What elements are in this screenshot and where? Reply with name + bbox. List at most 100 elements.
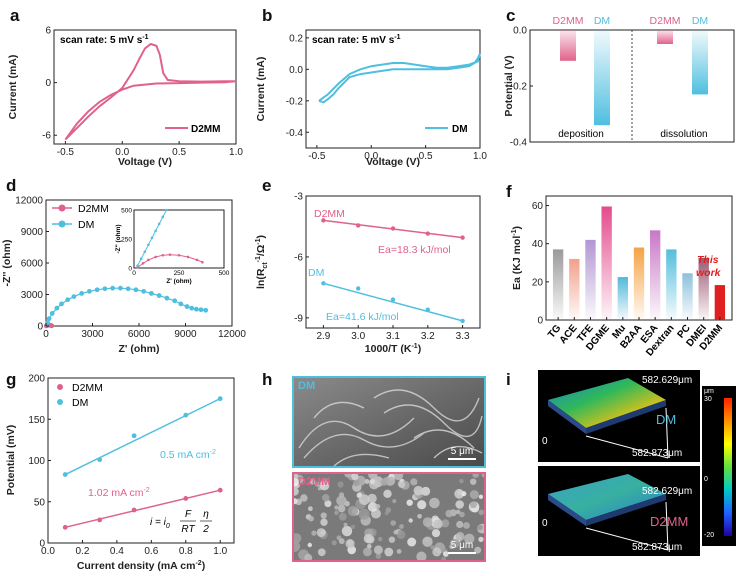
panel-label-b: b [262,6,273,25]
sem-d2mm-grain [410,478,418,486]
chart-e-ytick-label-1: -6 [294,252,303,263]
chart-a-series-d2mm [64,42,237,141]
chart-d-inset-point-d2mm-7 [186,255,190,259]
chart-d-inset-point-d2mm-9 [201,260,204,264]
sem-d2mm-grain [363,547,372,557]
chart-a-frame [53,29,237,145]
sem-d2mm-grain [363,533,374,544]
sem-d2mm-grain [472,474,479,478]
chart-d-inset-series-d2mm [137,254,203,268]
chart-d-ylabel: -Z'' (ohm) [1,240,13,287]
chart-d-point-dm-18 [164,295,170,301]
chart-d-inset-point-dm-1 [139,257,143,261]
sem-d2mm-grain [455,531,465,541]
chart-d-ytick-label-0: 0 [37,322,43,333]
sem-d2mm-grain [430,545,435,550]
chart-d-point-dm-20 [178,301,184,307]
chart-d-point-d2mm-7 [49,323,55,329]
chart-d-point-dm-23 [193,306,199,312]
sem-d2mm-grain [392,499,397,504]
sem-image-d2mm: D2MM 5 μm [292,472,486,562]
sem-d2mm-grain [407,537,417,547]
sem-d2mm-grain [341,525,353,537]
chart-e-xtick-label-4: 3.3 [456,331,470,342]
chart-d-point-dm-2 [49,311,55,316]
sem-d2mm-grain [369,478,375,485]
chart-e-xlabel: 1000/T (K-1) [365,343,421,355]
sem-d2mm-grain [351,474,359,481]
chart-d-xtick-label-3: 9000 [174,329,197,340]
panel-label-a: a [10,6,20,25]
sem-d2mm-grain [367,493,377,504]
sem-d2mm-grain [445,509,453,518]
chart-a-ytick-label-0: -6 [42,131,51,142]
chart-a-legend-label: D2MM [191,124,220,135]
chart-d-legend-dm-marker [58,220,66,228]
chart-d-inset-point-dm-0 [136,264,139,267]
chart-f-bar-dmei [698,258,709,320]
sem-d2mm-grain [421,486,431,496]
sem-d2mm-grain [294,498,298,505]
sem-d2mm-grain [338,512,347,521]
sem-dm-tag: DM [298,380,316,392]
sem-dm-scalebar: 5 μm [448,446,476,460]
chart-c: D2MM DM D2MM DM deposition dissolution Pote… [503,15,735,149]
chart-g-xtick-label-0: 0.0 [41,546,55,557]
sem-d2mm-grain [469,490,479,500]
sem-d2mm-grain [334,505,339,510]
chart-e-point-dm-3 [425,307,430,312]
sem-d2mm-grain [344,474,352,478]
chart-d-inset-point-d2mm-3 [154,255,157,259]
sem-d2mm-grain [378,536,383,542]
chart-a-xlabel: Voltage (V) [118,156,172,168]
chart-g-point-d2mm-4 [217,487,223,493]
chart-e-xtick-label-0: 2.9 [316,331,330,342]
chart-b: scan rate: 5 mV s-1 DM Voltage (V) Curre… [255,29,487,168]
sem-d2mm-grain [337,481,344,488]
sem-d2mm-grain [339,492,345,498]
chart-e-ytick-label-0: -3 [294,192,303,203]
chart-d-inset-point-dm-2 [143,250,147,254]
chart-c-bar-2 [657,30,673,44]
sem-d2mm-grain [367,502,378,512]
chart-d-inset-point-dm-7 [161,215,165,219]
chart-g-legend-d2mm-label: D2MM [72,382,103,394]
chart-d-inset-frame [133,209,225,269]
chart-d-point-dm-8 [87,288,92,294]
chart-d-point-dm-13 [125,286,131,292]
sem-dm-scale-line [448,458,476,460]
sem-d2mm-grain [396,549,402,554]
sem-d2mm-grain [459,511,465,518]
chart-g-point-dm-0 [62,472,68,477]
chart-a: scan rate: 5 mV s-1 D2MM Voltage (V) Cur… [7,26,243,169]
chart-d-ytick-label-1: 3000 [21,290,44,301]
chart-g-point-dm-2 [131,433,137,439]
topo-colorbar-mid: 0 [704,476,708,483]
sem-d2mm-grain [337,504,346,513]
chart-b-xtick-label-0: -0.5 [308,151,326,162]
chart-b-ytick-label-2: -0.2 [286,96,304,107]
sem-d2mm-grain [386,476,396,485]
chart-c-ytick-label-1: -0.2 [510,82,528,93]
chart-a-ylabel: Current (mA) [7,55,19,120]
topo-dm-origin: 0 [542,436,548,447]
chart-d-point-dm-5 [65,297,71,303]
chart-d-point-dm-1 [46,316,52,322]
sem-d2mm-grain [481,474,484,478]
sem-d2mm-grain [455,509,461,515]
chart-g-legend: D2MM DM [57,382,103,409]
chart-f-bar-tg [552,249,564,320]
chart-e-xtick-label-2: 3.1 [386,331,400,342]
chart-b-annotation: scan rate: 5 mV s-1 [312,34,401,46]
chart-g-legend-dm-marker [57,399,63,405]
chart-f-ylabel: Ea (KJ mol-1) [511,226,523,290]
chart-f-ytick-label-0: 0 [537,316,543,327]
chart-b-xlabel: Voltage (V) [366,156,420,168]
chart-d-ytick-label-4: 12000 [15,196,43,207]
topo-dm-dim-x: 582.873μm [632,448,683,459]
sem-d2mm-grain [422,517,433,527]
sem-d2mm-grain [373,545,383,555]
chart-c-bar-label-1: DM [594,15,610,27]
topo-colorbar-bottom: -20 [704,532,715,539]
sem-d2mm-grain [343,522,348,527]
